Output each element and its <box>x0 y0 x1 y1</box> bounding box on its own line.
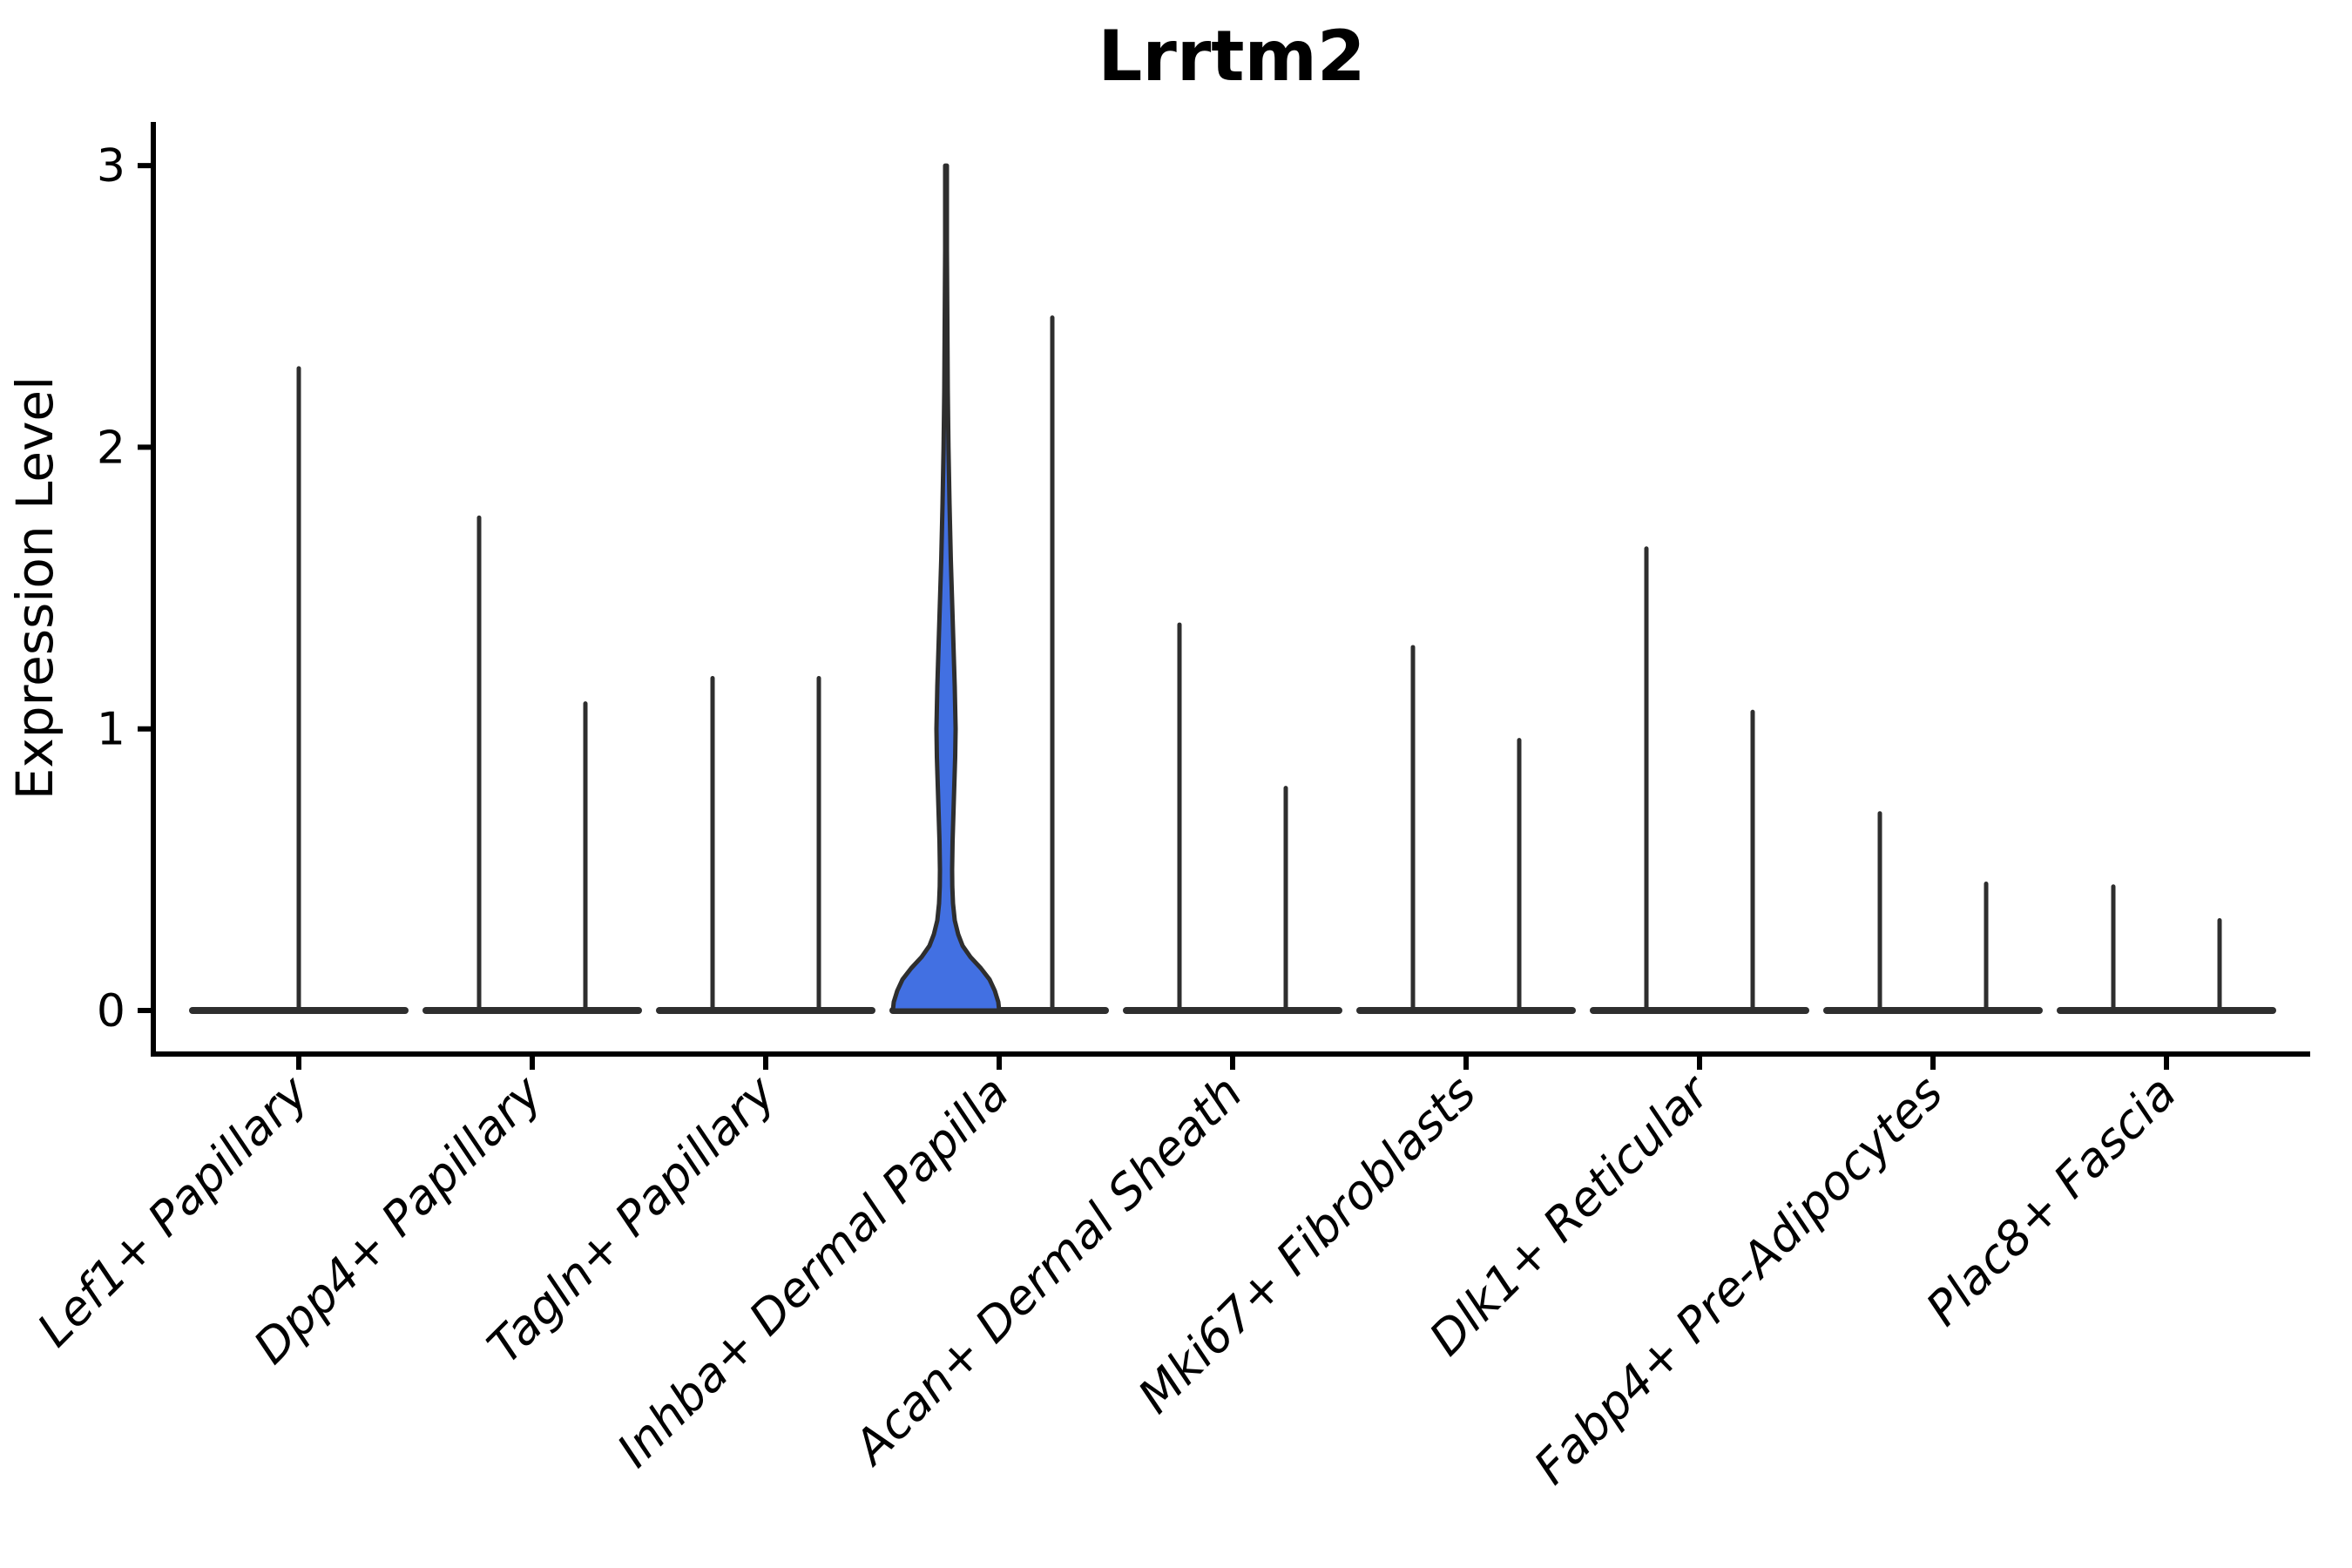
y-tick-label: 3 <box>97 140 125 193</box>
x-tick-label: Plac8+ Fascia <box>1916 1065 2186 1336</box>
violin-filled-inhba-dermal-papilla <box>890 163 1002 1013</box>
y-tick-label: 1 <box>97 704 125 756</box>
x-tick-label: Fabp4+ Pre-Adipocytes <box>1524 1065 1953 1495</box>
y-tick-label: 0 <box>97 985 125 1037</box>
y-axis-ticks: 0 1 2 3 <box>97 140 153 1037</box>
y-axis-label: Expression Level <box>5 376 64 800</box>
x-tick-label: Acan+ Dermal Sheath <box>841 1065 1253 1477</box>
chart-title: Lrrtm2 <box>1098 16 1365 97</box>
x-tick-label: Inhba+ Dermal Papilla <box>606 1065 1019 1478</box>
y-tick-label: 2 <box>97 422 125 474</box>
violins <box>189 163 2276 1014</box>
